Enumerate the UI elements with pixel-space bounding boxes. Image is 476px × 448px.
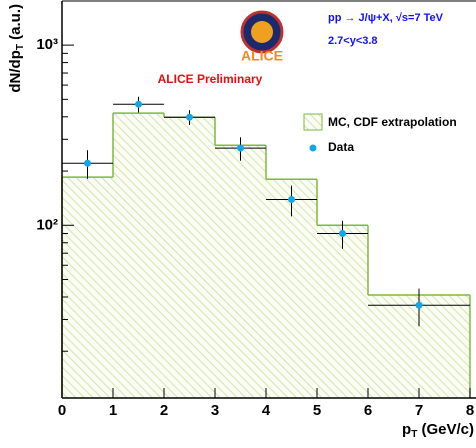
chart-title: pp → J/ψ+X, √s=7 TeV [328,12,444,24]
x-tick-label: 6 [364,402,372,419]
x-axis-label: pT (GeV/c) [402,421,474,440]
x-tick-label: 8 [466,402,474,419]
histogram-bin [113,113,164,398]
y-tick-label: 10³ [36,36,58,53]
logo: ALICE [240,10,284,64]
x-tick-label: 3 [211,402,219,419]
y-axis-label: dN/dpT (a.u.) [7,4,26,93]
data-point [84,159,91,167]
x-tick-label: 2 [160,402,168,419]
legend-label: Data [328,140,354,154]
y-tick-label: 10² [36,216,58,233]
data-point [237,144,244,152]
legend-background [298,110,476,164]
legend-label: MC, CDF extrapolation [328,115,457,129]
data-point [186,113,193,121]
histogram-bin [317,225,368,398]
histogram-bin [62,177,113,398]
x-tick-label: 0 [58,402,66,419]
logo-core [251,21,273,43]
data-point [415,301,423,309]
x-tick-label: 4 [262,402,271,419]
x-tick-label: 7 [415,402,423,419]
data-point [339,230,346,238]
histogram-bin [215,145,266,398]
x-tick-label: 5 [313,402,321,419]
annotation: ALICE Preliminary [158,72,263,86]
data-point [288,196,295,204]
legend: MC, CDF extrapolation Data [298,110,476,164]
logo-text: ALICE [241,48,283,64]
chart-subtitle: 2.7<y<3.8 [328,35,378,47]
data-point [135,100,142,108]
legend-swatch [303,113,323,131]
legend-marker [309,144,317,152]
histogram-bin [164,117,215,399]
x-tick-label: 1 [109,402,117,419]
